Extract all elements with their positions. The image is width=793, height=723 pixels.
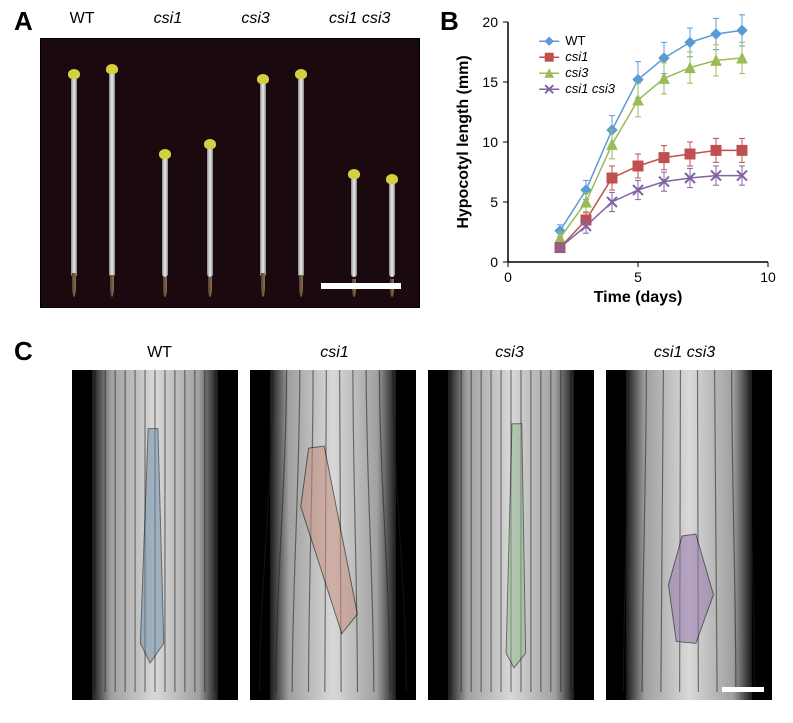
sem-ridges: [606, 370, 772, 692]
c-label-wt: WT: [72, 344, 247, 362]
highlighted-cell: [506, 424, 526, 668]
svg-text:csi1 csi3: csi1 csi3: [565, 81, 616, 96]
highlighted-cell: [668, 534, 713, 643]
panel-a-photo: [40, 38, 420, 308]
svg-text:5: 5: [490, 194, 498, 210]
svg-text:csi3: csi3: [565, 65, 589, 80]
sem-ridges: [428, 370, 594, 692]
seedling: [389, 182, 395, 277]
label-csi1csi3: csi1 csi3: [329, 10, 390, 28]
highlighted-cell: [140, 429, 163, 663]
svg-text:WT: WT: [565, 33, 585, 48]
scalebar-c: [722, 687, 764, 692]
sem-ridges: [250, 370, 416, 692]
seedling: [351, 177, 357, 277]
seedling: [71, 77, 77, 277]
svg-text:0: 0: [490, 254, 498, 270]
seedling: [109, 72, 115, 277]
svg-text:Hypocotyl length (mm): Hypocotyl length (mm): [455, 55, 472, 228]
sem-panel-wt: [72, 370, 238, 700]
seedling: [298, 77, 304, 277]
svg-text:20: 20: [482, 14, 498, 30]
sem-panel-csi1csi3: [606, 370, 772, 700]
scalebar-a: [321, 283, 401, 289]
panel-c-label: C: [14, 336, 33, 367]
svg-text:csi1: csi1: [565, 49, 588, 64]
panel-a-label: A: [14, 6, 33, 37]
svg-text:0: 0: [504, 269, 512, 285]
c-label-csi1csi3: csi1 csi3: [597, 344, 772, 362]
seedling: [207, 147, 213, 277]
seedling: [260, 82, 266, 277]
seedling: [162, 157, 168, 277]
panel-a-genotype-labels: WT csi1 csi3 csi1 csi3: [40, 10, 420, 28]
label-wt: WT: [70, 10, 95, 28]
svg-text:Time (days): Time (days): [594, 289, 683, 306]
panel-c-genotype-labels: WT csi1 csi3 csi1 csi3: [72, 344, 772, 362]
c-label-csi1: csi1: [247, 344, 422, 362]
label-csi3: csi3: [241, 10, 269, 28]
sem-panel-csi3: [428, 370, 594, 700]
sem-ridges: [72, 370, 238, 692]
svg-text:10: 10: [482, 134, 498, 150]
sem-panel-csi1: [250, 370, 416, 700]
panel-b-chart: 0 5 10 0 5 10 15 20 Time (days) Hypocotyl length …: [450, 10, 780, 310]
svg-text:10: 10: [760, 269, 776, 285]
chart-svg: 0 5 10 0 5 10 15 20 Time (days) Hypocotyl length …: [450, 10, 780, 310]
label-csi1: csi1: [154, 10, 182, 28]
figure-root: A B C WT csi1 csi3 csi1 csi3 05100510152…: [0, 0, 793, 723]
svg-text:15: 15: [482, 74, 498, 90]
svg-text:5: 5: [634, 269, 642, 285]
panel-c-sem-row: [72, 370, 772, 700]
c-label-csi3: csi3: [422, 344, 597, 362]
